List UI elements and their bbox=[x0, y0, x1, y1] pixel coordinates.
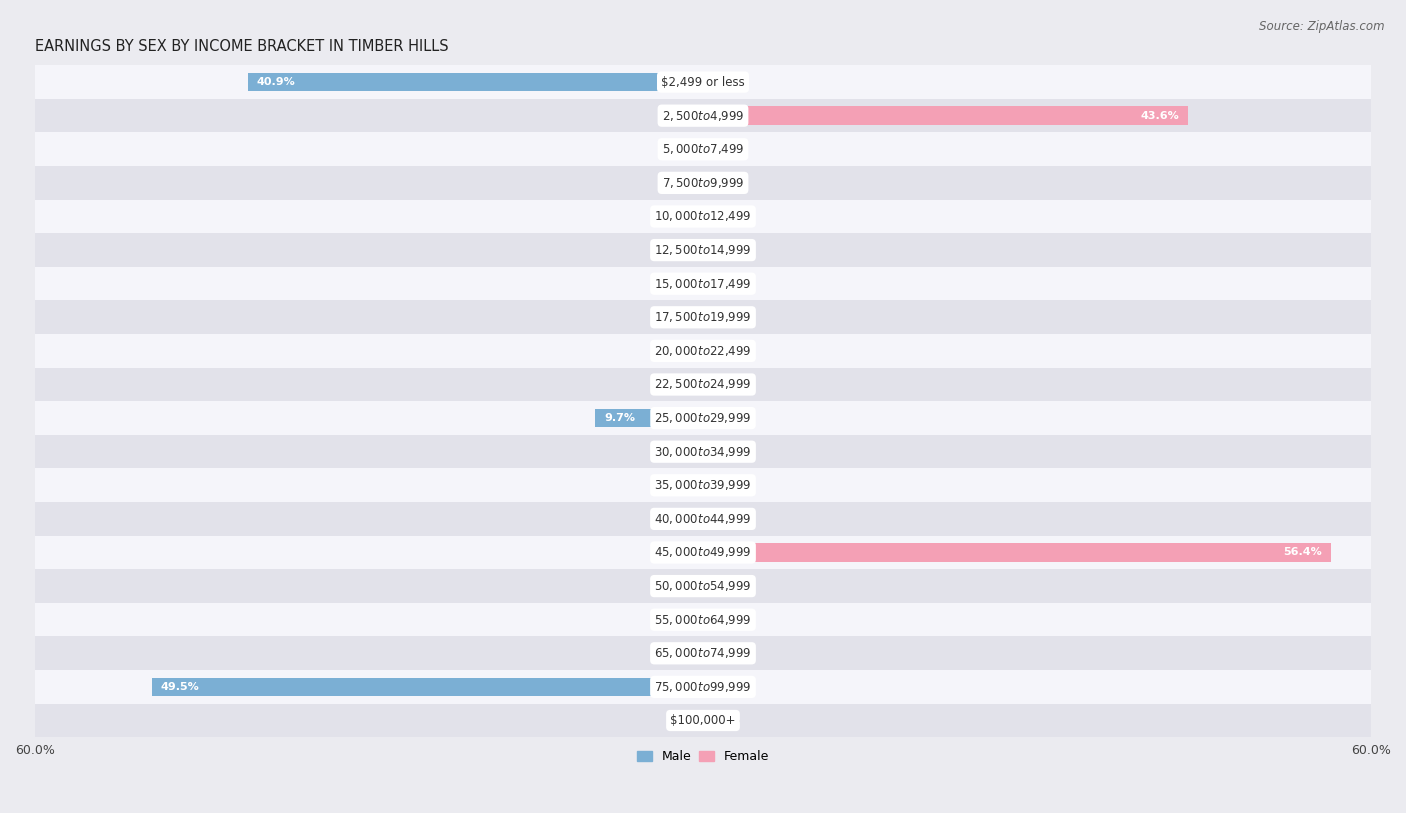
Bar bbox=[35, 637, 1371, 670]
Bar bbox=[35, 536, 1371, 569]
Text: 0.0%: 0.0% bbox=[666, 346, 695, 356]
Bar bbox=[247, 73, 703, 91]
Bar bbox=[35, 200, 1371, 233]
Text: 0.0%: 0.0% bbox=[711, 245, 740, 255]
Text: $30,000 to $34,999: $30,000 to $34,999 bbox=[654, 445, 752, 459]
Bar bbox=[35, 233, 1371, 267]
Text: 0.0%: 0.0% bbox=[666, 581, 695, 591]
Text: 49.5%: 49.5% bbox=[160, 682, 200, 692]
Text: 0.0%: 0.0% bbox=[711, 346, 740, 356]
Bar bbox=[35, 65, 1371, 99]
Text: 56.4%: 56.4% bbox=[1284, 547, 1322, 558]
Text: $2,499 or less: $2,499 or less bbox=[661, 76, 745, 89]
Text: 0.0%: 0.0% bbox=[711, 715, 740, 725]
Text: $40,000 to $44,999: $40,000 to $44,999 bbox=[654, 512, 752, 526]
Legend: Male, Female: Male, Female bbox=[631, 745, 775, 768]
Text: $45,000 to $49,999: $45,000 to $49,999 bbox=[654, 546, 752, 559]
Text: $2,500 to $4,999: $2,500 to $4,999 bbox=[662, 109, 744, 123]
Bar bbox=[35, 267, 1371, 301]
Text: 0.0%: 0.0% bbox=[666, 480, 695, 490]
Bar bbox=[35, 435, 1371, 468]
Text: 0.0%: 0.0% bbox=[666, 178, 695, 188]
Text: 0.0%: 0.0% bbox=[666, 111, 695, 120]
Text: $17,500 to $19,999: $17,500 to $19,999 bbox=[654, 311, 752, 324]
Text: 0.0%: 0.0% bbox=[666, 615, 695, 624]
Text: 0.0%: 0.0% bbox=[666, 446, 695, 457]
Text: 0.0%: 0.0% bbox=[711, 648, 740, 659]
Bar bbox=[35, 670, 1371, 704]
Text: $7,500 to $9,999: $7,500 to $9,999 bbox=[662, 176, 744, 190]
Text: $22,500 to $24,999: $22,500 to $24,999 bbox=[654, 377, 752, 392]
Text: 0.0%: 0.0% bbox=[666, 514, 695, 524]
Text: 0.0%: 0.0% bbox=[666, 211, 695, 221]
Text: $75,000 to $99,999: $75,000 to $99,999 bbox=[654, 680, 752, 694]
Text: 0.0%: 0.0% bbox=[666, 648, 695, 659]
Bar bbox=[703, 107, 1188, 125]
Text: 0.0%: 0.0% bbox=[711, 446, 740, 457]
Bar bbox=[35, 99, 1371, 133]
Bar bbox=[152, 678, 703, 696]
Text: 9.7%: 9.7% bbox=[605, 413, 636, 423]
Text: 0.0%: 0.0% bbox=[666, 245, 695, 255]
Text: $35,000 to $39,999: $35,000 to $39,999 bbox=[654, 478, 752, 493]
Text: $15,000 to $17,499: $15,000 to $17,499 bbox=[654, 276, 752, 291]
Text: $100,000+: $100,000+ bbox=[671, 714, 735, 727]
Text: 0.0%: 0.0% bbox=[711, 581, 740, 591]
Bar bbox=[703, 543, 1331, 562]
Text: $10,000 to $12,499: $10,000 to $12,499 bbox=[654, 210, 752, 224]
Text: 0.0%: 0.0% bbox=[711, 514, 740, 524]
Bar bbox=[35, 468, 1371, 502]
Bar bbox=[35, 402, 1371, 435]
Bar bbox=[35, 301, 1371, 334]
Bar bbox=[35, 133, 1371, 166]
Text: 0.0%: 0.0% bbox=[711, 312, 740, 322]
Text: 0.0%: 0.0% bbox=[711, 380, 740, 389]
Bar bbox=[35, 367, 1371, 402]
Text: 43.6%: 43.6% bbox=[1140, 111, 1180, 120]
Text: EARNINGS BY SEX BY INCOME BRACKET IN TIMBER HILLS: EARNINGS BY SEX BY INCOME BRACKET IN TIM… bbox=[35, 39, 449, 54]
Text: 0.0%: 0.0% bbox=[666, 380, 695, 389]
Text: 0.0%: 0.0% bbox=[666, 547, 695, 558]
Text: 0.0%: 0.0% bbox=[711, 144, 740, 154]
Text: 0.0%: 0.0% bbox=[711, 480, 740, 490]
Text: 0.0%: 0.0% bbox=[711, 615, 740, 624]
Text: 0.0%: 0.0% bbox=[711, 682, 740, 692]
Text: 40.9%: 40.9% bbox=[256, 77, 295, 87]
Text: 0.0%: 0.0% bbox=[666, 312, 695, 322]
Text: 0.0%: 0.0% bbox=[711, 77, 740, 87]
Text: 0.0%: 0.0% bbox=[711, 211, 740, 221]
Text: Source: ZipAtlas.com: Source: ZipAtlas.com bbox=[1260, 20, 1385, 33]
Bar bbox=[595, 409, 703, 428]
Text: 0.0%: 0.0% bbox=[666, 144, 695, 154]
Bar bbox=[35, 166, 1371, 200]
Text: 0.0%: 0.0% bbox=[711, 279, 740, 289]
Text: 0.0%: 0.0% bbox=[711, 413, 740, 423]
Text: 0.0%: 0.0% bbox=[666, 715, 695, 725]
Text: $5,000 to $7,499: $5,000 to $7,499 bbox=[662, 142, 744, 156]
Text: $25,000 to $29,999: $25,000 to $29,999 bbox=[654, 411, 752, 425]
Bar bbox=[35, 334, 1371, 367]
Text: $65,000 to $74,999: $65,000 to $74,999 bbox=[654, 646, 752, 660]
Text: $12,500 to $14,999: $12,500 to $14,999 bbox=[654, 243, 752, 257]
Text: 0.0%: 0.0% bbox=[666, 279, 695, 289]
Bar bbox=[35, 704, 1371, 737]
Bar bbox=[35, 502, 1371, 536]
Text: $20,000 to $22,499: $20,000 to $22,499 bbox=[654, 344, 752, 358]
Text: 0.0%: 0.0% bbox=[711, 178, 740, 188]
Bar bbox=[35, 603, 1371, 637]
Bar bbox=[35, 569, 1371, 603]
Text: $50,000 to $54,999: $50,000 to $54,999 bbox=[654, 579, 752, 593]
Text: $55,000 to $64,999: $55,000 to $64,999 bbox=[654, 613, 752, 627]
